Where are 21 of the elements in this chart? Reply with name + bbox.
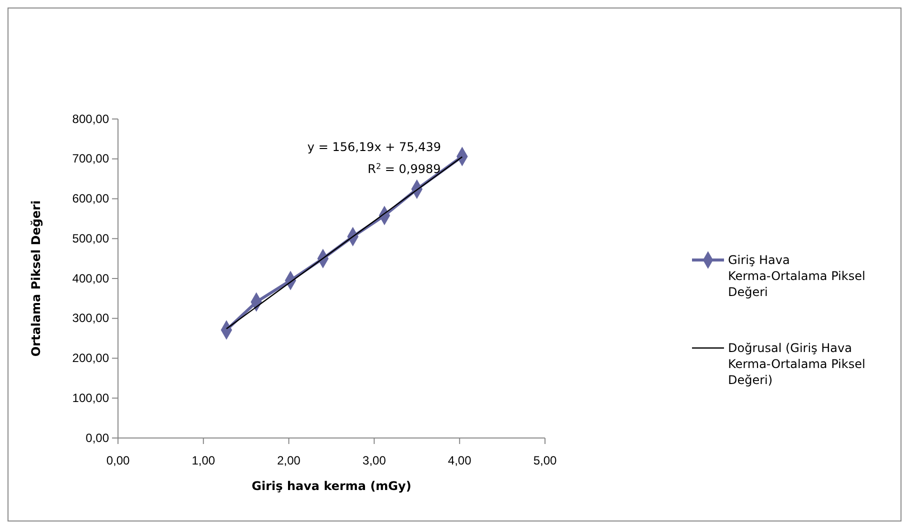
x-tick-label: 0,00 [106, 454, 130, 468]
x-tick-label: 4,00 [448, 454, 472, 468]
y-tick-label: 200,00 [72, 351, 110, 366]
legend-label: Giriş Hava Kerma-Ortalama Piksel Değeri [728, 253, 866, 299]
y-tick-label: 700,00 [72, 152, 110, 166]
y-tick-label: 600,00 [72, 192, 110, 206]
y-tick-label: 400,00 [72, 271, 110, 286]
x-tick-label: 5,00 [533, 454, 557, 468]
annotation: R$^{2}$ = 0,9989 [368, 162, 441, 176]
x-tick-label: 2,00 [277, 454, 301, 468]
legend-label: Doğrusal (Giriş Hava Kerma-Ortalama Piksel Değeri) [728, 341, 866, 387]
y-tick-label: 0,00 [86, 430, 110, 445]
x-axis-title: Giriş hava kerma (mGy) [252, 479, 412, 493]
y-tick-label: 100,00 [72, 390, 110, 405]
y-tick-label: 500,00 [72, 231, 110, 246]
y-axis-title: Ortalama Piksel Değeri [29, 200, 43, 357]
annotation: y = 156,19x + 75,439 [307, 140, 441, 154]
y-tick-label: 800,00 [72, 112, 110, 126]
x-tick-label: 3,00 [362, 454, 386, 468]
y-tick-label: 300,00 [72, 311, 110, 326]
x-tick-label: 1,00 [192, 454, 216, 468]
